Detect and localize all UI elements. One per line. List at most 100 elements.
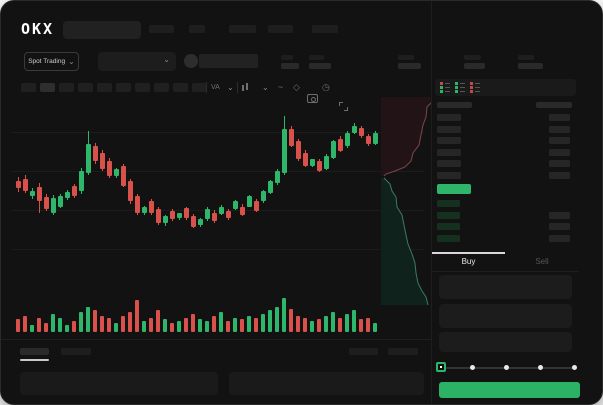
interval-button[interactable] [78,83,93,92]
volume-bar [198,319,202,332]
volume-bar [79,312,83,332]
ask-price-placeholder[interactable] [437,137,461,145]
ask-price-placeholder[interactable] [437,125,461,133]
ob-col-header-price [437,102,472,108]
nav-item[interactable] [189,25,205,33]
okx-logo[interactable]: OKX [21,20,55,38]
chevron-down-icon: ⌄ [68,56,75,66]
draw-tools-icon[interactable]: ◇ [293,82,300,92]
interval-button[interactable] [97,83,112,92]
volume-bar [58,317,62,332]
volume-bar [156,310,160,332]
screenshot-camera-icon[interactable] [307,94,318,103]
price-input[interactable] [439,275,572,299]
tab-buy[interactable]: Buy [461,257,476,266]
bid-price-placeholder[interactable] [437,200,460,207]
ask-price-placeholder[interactable] [437,148,461,156]
fullscreen-icon[interactable] [339,102,348,111]
toggle-square [440,82,443,85]
tab-sell[interactable]: Sell [535,257,549,266]
history-panel-placeholder [229,372,424,395]
candle [205,209,210,219]
chart-style-icon[interactable] [242,83,249,93]
bid-price-placeholder[interactable] [437,211,460,219]
ask-amount-placeholder[interactable] [549,148,570,156]
volume-bar [345,314,349,332]
volume-bar [233,317,237,332]
buy-button[interactable] [439,382,580,398]
interval-button[interactable] [116,83,131,92]
history-clock-icon[interactable]: ◷ [322,82,330,92]
slider-stop-dot[interactable] [537,365,543,370]
slider-stop-dot[interactable] [571,365,577,370]
pair-dropdown[interactable]: ⌄ [98,52,176,71]
volume-bar [177,321,181,332]
chevron-down-icon[interactable]: ⌄ [227,83,234,92]
slider-stop-dot[interactable] [503,365,509,370]
bottom-tab-active[interactable] [20,348,49,355]
slider-handle[interactable] [436,362,446,372]
interval-button[interactable] [21,83,36,92]
ask-price-placeholder[interactable] [437,172,461,179]
bid-price-placeholder[interactable] [437,223,460,231]
interval-button[interactable] [154,83,169,92]
ask-price-placeholder[interactable] [437,160,461,168]
bottom-tab[interactable] [61,348,91,355]
orderbook-toolbar [435,79,576,96]
gridline [11,249,425,250]
book-combined-toggle-icon[interactable] [440,82,451,93]
chevron-down-icon[interactable]: ⌄ [262,83,269,92]
toggle-square [470,82,473,85]
candlestick-chart[interactable] [11,97,431,339]
interval-button[interactable] [59,83,74,92]
slider-stop-dot[interactable] [469,365,475,370]
candle [324,156,329,170]
candle [114,169,119,177]
bid-price-placeholder[interactable] [437,234,460,242]
depth-line [383,177,429,306]
ask-amount-placeholder[interactable] [549,125,570,133]
bid-amount-placeholder[interactable] [549,223,570,231]
amount-slider[interactable] [441,367,576,369]
ask-amount-placeholder[interactable] [549,114,570,121]
overlay-selector[interactable]: VA [211,84,220,91]
interval-button[interactable] [40,83,55,92]
indicator-wave-icon[interactable]: ~ [278,82,284,92]
volume-bar [212,315,216,332]
nav-item[interactable] [149,25,174,33]
candle [184,208,189,218]
ask-amount-placeholder[interactable] [549,160,570,168]
volume-bar [142,321,146,332]
depth-fill [381,178,428,305]
candle [86,143,91,174]
book-buys-toggle-icon[interactable] [455,82,466,93]
bid-amount-placeholder[interactable] [549,211,570,219]
book-sells-toggle-icon[interactable] [470,82,481,93]
stat-value-placeholder [281,63,299,69]
interval-button[interactable] [192,83,207,92]
nav-item[interactable] [312,25,338,33]
candle [240,206,245,215]
interval-button[interactable] [135,83,150,92]
volume-bar [170,323,174,332]
volume-bar [219,312,223,332]
market-type-dropdown[interactable]: Spot Trading ⌄ [24,52,79,71]
nav-item[interactable] [268,25,293,33]
bottom-bar-item[interactable] [388,348,418,355]
volume-bar [310,321,314,332]
nav-item[interactable] [229,25,256,33]
ob-last-price-highlight[interactable] [437,184,471,194]
toggle-line [445,82,450,84]
ask-amount-placeholder[interactable] [549,172,570,179]
bottom-tab-indicator [20,359,49,361]
interval-button[interactable] [173,83,188,92]
amount-input[interactable] [439,304,572,328]
ask-price-placeholder[interactable] [437,114,461,121]
bottom-bar-item[interactable] [349,348,378,355]
search-input[interactable] [63,21,141,39]
ask-amount-placeholder[interactable] [549,137,570,145]
toolbar-divider [206,82,207,93]
bid-amount-placeholder[interactable] [549,234,570,242]
candle [149,200,154,214]
total-input[interactable] [439,332,572,352]
